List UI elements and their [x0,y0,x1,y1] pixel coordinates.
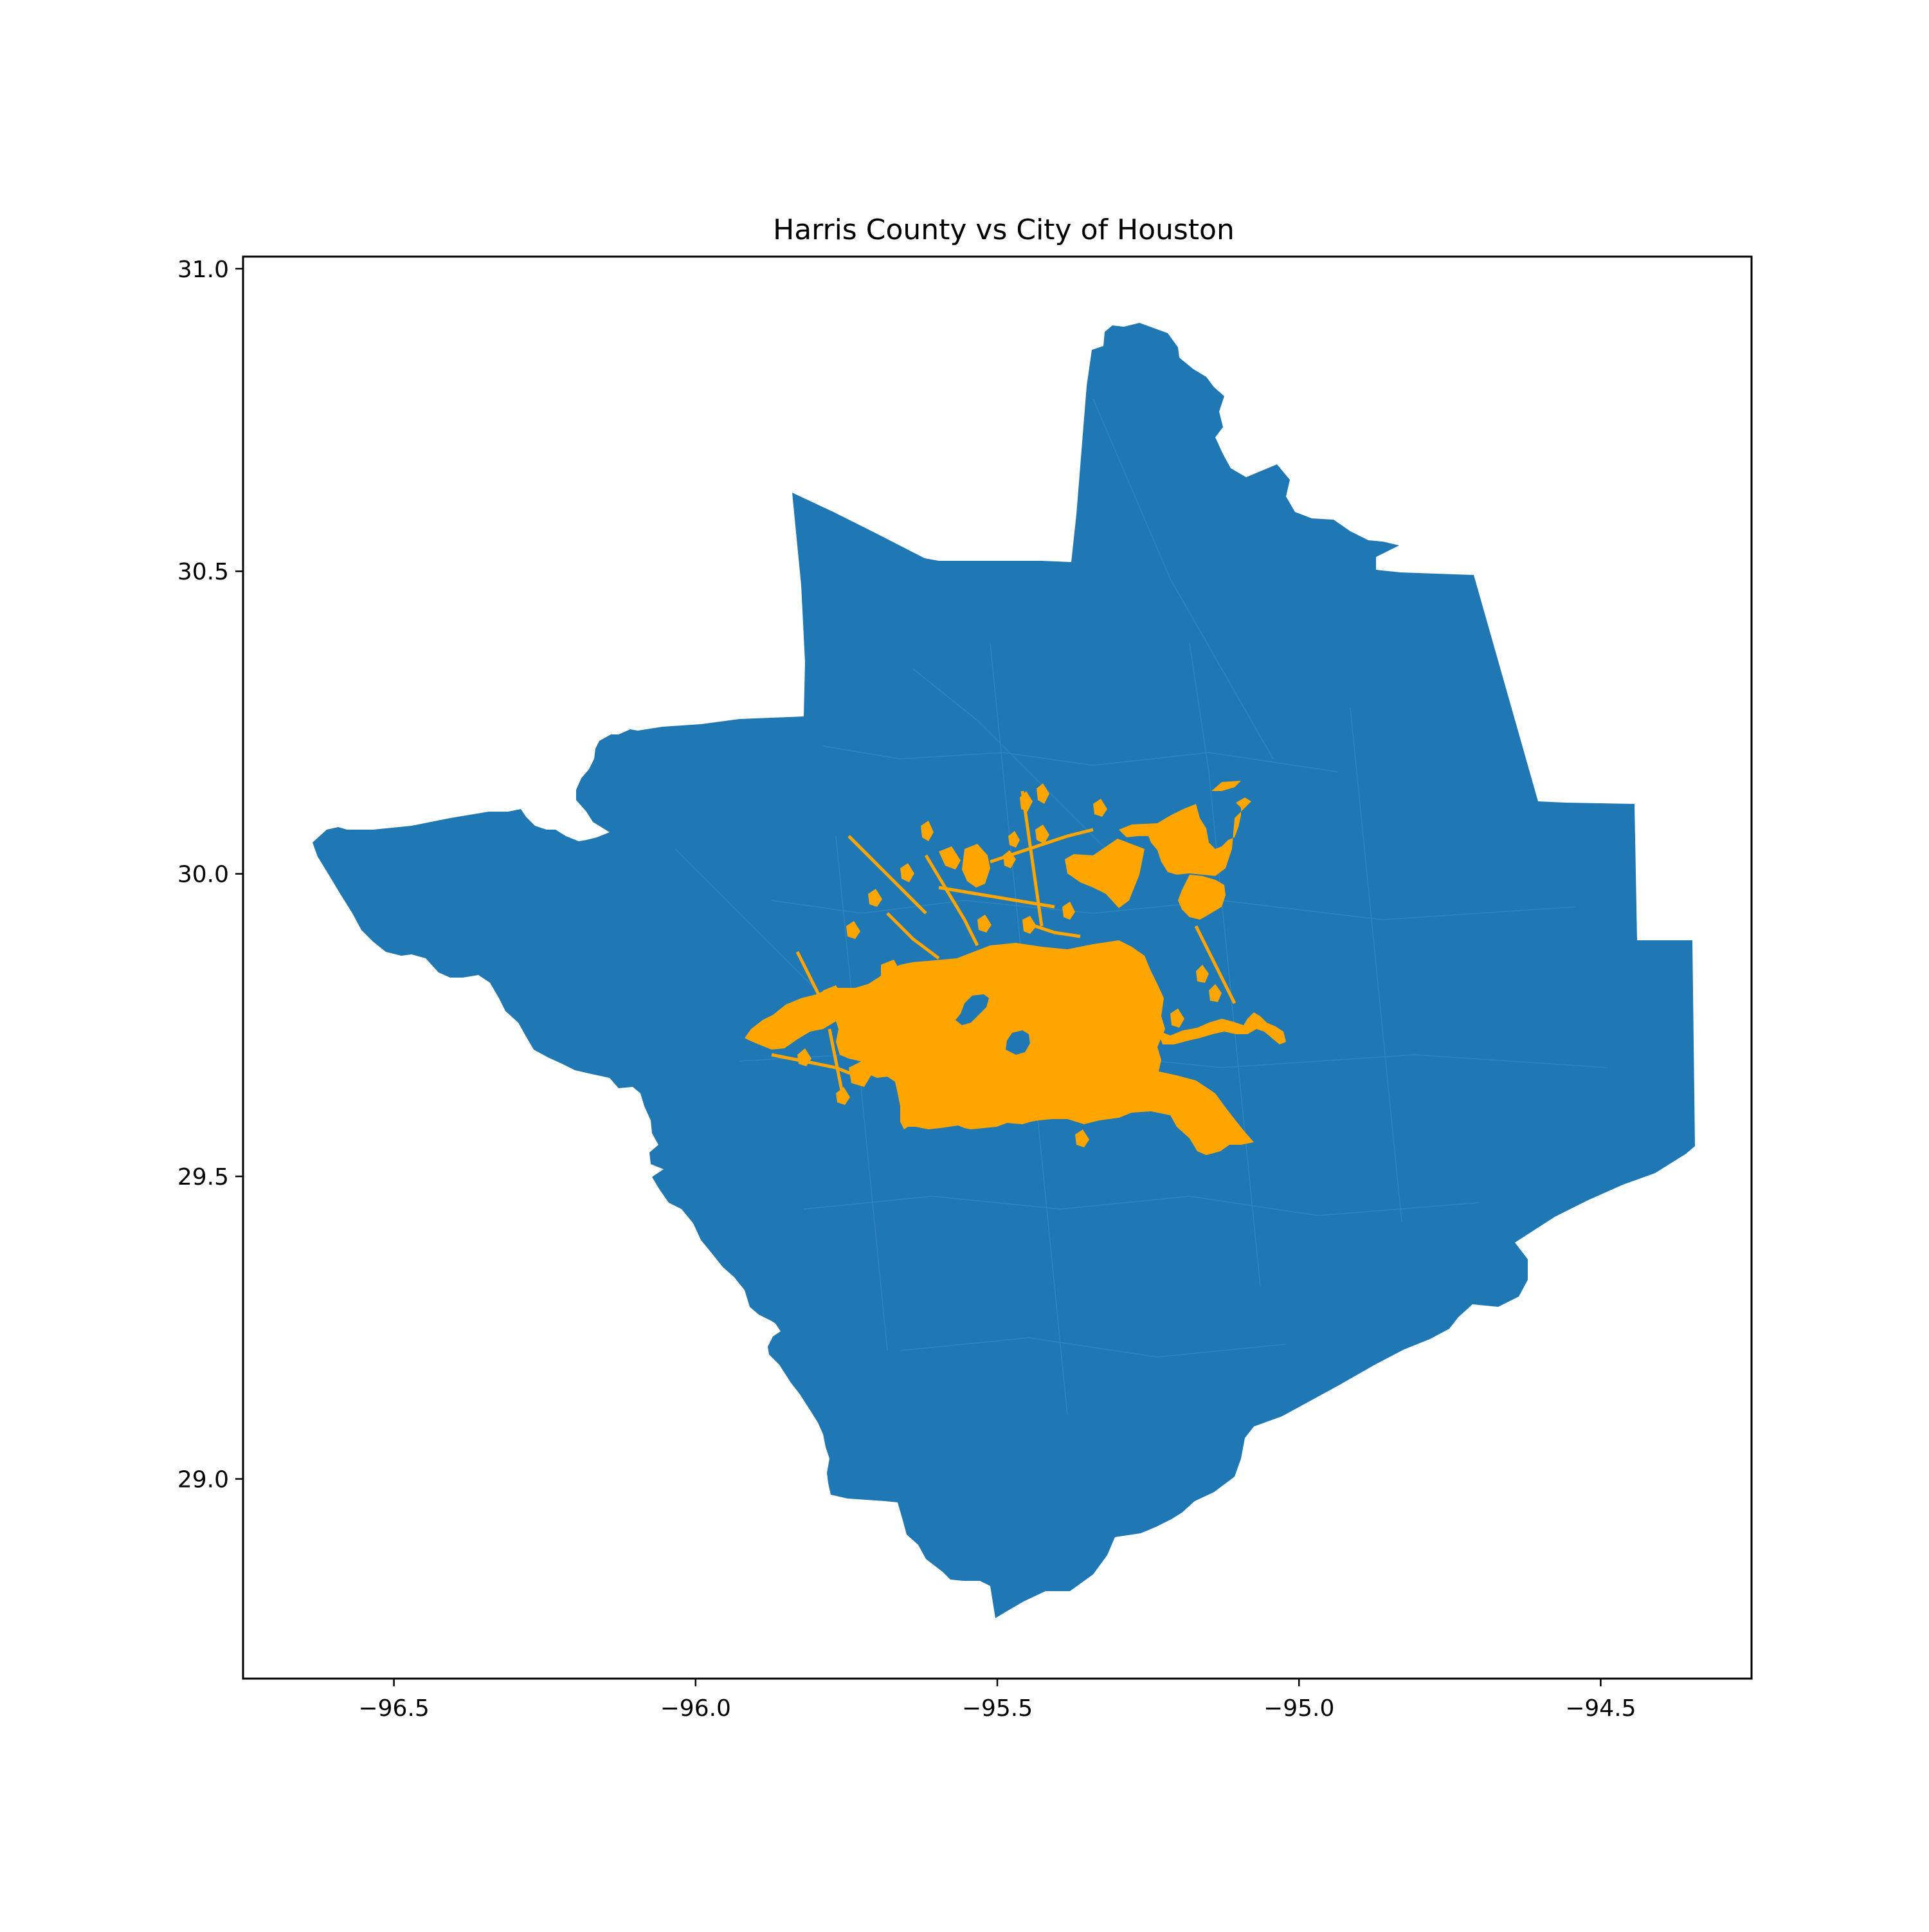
x-tick-label: −96.0 [660,1695,731,1722]
x-tick-label: −95.5 [962,1695,1033,1722]
chart-title: Harris County vs City of Houston [773,214,1235,246]
tract-boundaries [675,398,1608,1416]
y-tick-label: 31.0 [177,257,229,283]
y-axis: 29.0 29.5 30.0 30.5 31.0 [177,257,243,1493]
city-lines [771,790,1236,1094]
y-tick-label: 29.0 [177,1467,229,1493]
x-tick-label: −94.5 [1565,1695,1636,1722]
x-axis: −96.5 −96.0 −95.5 −95.0 −94.5 [358,1679,1636,1722]
city-region [745,781,1286,1155]
x-tick-label: −96.5 [358,1695,429,1722]
x-tick-label: −95.0 [1263,1695,1334,1722]
y-tick-label: 29.5 [177,1164,229,1190]
y-tick-label: 30.5 [177,559,229,585]
y-tick-label: 30.0 [177,862,229,888]
